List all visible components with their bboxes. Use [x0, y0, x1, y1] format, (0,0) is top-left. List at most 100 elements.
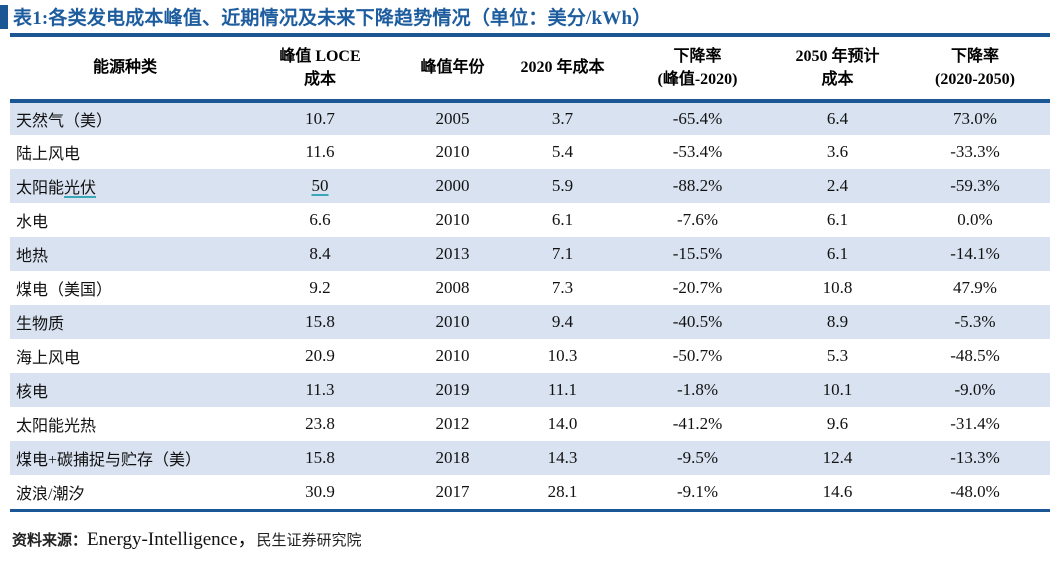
teal-underlined-text: 光伏	[64, 180, 97, 197]
value-cell: -7.6%	[676, 210, 719, 229]
divider-top	[10, 33, 1050, 37]
value-cell: -59.3%	[950, 176, 1000, 195]
value-cell: -48.5%	[950, 346, 1000, 365]
energy-type-cell: 煤电（美国）	[16, 282, 113, 299]
value-cell: 2010	[435, 142, 470, 161]
value-cell: 23.8	[305, 414, 335, 433]
energy-type-cell: 海上风电	[16, 350, 81, 367]
value-cell: 7.3	[551, 278, 574, 297]
table-row: 水电 6.6 2010 6.1 -7.6% 6.1 0.0%	[10, 203, 1050, 237]
value-cell: 14.3	[547, 448, 578, 467]
energy-type-cell: 天然气（美）	[16, 113, 113, 130]
value-cell: 2012	[435, 414, 470, 433]
value-cell: 5.9	[551, 176, 574, 195]
table-row: 太阳能光热 23.8 2012 14.0 -41.2% 9.6 -31.4%	[10, 407, 1050, 441]
value-cell: -15.5%	[672, 244, 723, 263]
value-cell: 11.6	[305, 142, 335, 161]
table-title: 表1:各类发电成本峰值、近期情况及未来下降趋势情况（单位：美分/kWh）	[13, 8, 652, 29]
value-cell: 6.1	[826, 244, 849, 263]
value-cell: 15.8	[305, 448, 335, 467]
energy-type-cell: 陆上风电	[16, 146, 81, 163]
table-header: 能源种类 峰值 LOCE 成本 峰值年份 2020 年成本 下降率 (峰值-2020) 205…	[10, 37, 1050, 101]
value-cell: 14.6	[822, 482, 853, 501]
value-cell: 9.2	[309, 278, 331, 297]
table-header-row: 能源种类 峰值 LOCE 成本 峰值年份 2020 年成本 下降率 (峰值-2020) 205…	[10, 37, 1050, 101]
value-cell: 10.8	[822, 278, 853, 297]
value-cell: -53.4%	[672, 142, 723, 161]
teal-underlined-text: 50	[311, 176, 329, 195]
value-cell: -65.4%	[672, 109, 723, 128]
value-cell: 9.6	[826, 414, 849, 433]
table-row: 波浪/潮汐 30.9 2017 28.1 -9.1% 14.6 -48.0%	[10, 475, 1050, 509]
table-title-bar: 表1:各类发电成本峰值、近期情况及未来下降趋势情况（单位：美分/kWh）	[0, 0, 1061, 33]
value-cell: -31.4%	[950, 414, 1000, 433]
value-cell: -40.5%	[672, 312, 723, 331]
table-row: 天然气（美） 10.7 2005 3.7 -65.4% 6.4 73.0%	[10, 101, 1050, 135]
value-cell: 20.9	[305, 346, 335, 365]
value-cell: 6.1	[551, 210, 574, 229]
value-cell: 8.9	[826, 312, 849, 331]
value-cell: 30.9	[305, 482, 335, 501]
value-cell: 10.7	[305, 109, 335, 128]
value-cell: 2017	[435, 482, 470, 501]
value-cell: 10.3	[547, 346, 578, 365]
value-cell: 6.1	[826, 210, 849, 229]
source-name-en: Energy-Intelligence，	[87, 529, 257, 550]
value-cell: -9.0%	[954, 380, 996, 399]
value-cell: 50	[240, 169, 400, 203]
value-cell: -14.1%	[950, 244, 1000, 263]
value-cell: 73.0%	[953, 109, 997, 128]
value-cell: 47.9%	[953, 278, 997, 297]
column-header-5: 2050 年预计 成本	[795, 47, 880, 88]
value-cell: 15.8	[305, 312, 335, 331]
energy-type-cell: 水电	[16, 214, 49, 231]
value-cell: 3.7	[551, 109, 574, 128]
value-cell: 0.0%	[957, 210, 993, 229]
generation-cost-table: 能源种类 峰值 LOCE 成本 峰值年份 2020 年成本 下降率 (峰值-2020) 205…	[10, 37, 1050, 509]
value-cell: 5.4	[551, 142, 574, 161]
value-cell: -20.7%	[672, 278, 723, 297]
column-header-1: 峰值 LOCE 成本	[279, 47, 361, 88]
table-row: 煤电+碳捕捉与贮存（美） 15.8 2018 14.3 -9.5% 12.4 -13.3%	[10, 441, 1050, 475]
value-cell: -41.2%	[672, 414, 723, 433]
table-row: 地热 8.4 2013 7.1 -15.5% 6.1 -14.1%	[10, 237, 1050, 271]
energy-type-cell: 生物质	[16, 316, 65, 333]
value-cell: 2010	[435, 346, 470, 365]
value-cell: 11.1	[547, 380, 578, 399]
value-cell: 28.1	[547, 482, 578, 501]
table-row: 煤电（美国） 9.2 2008 7.3 -20.7% 10.8 47.9%	[10, 271, 1050, 305]
value-cell: 5.3	[826, 346, 849, 365]
value-cell: 2000	[435, 176, 470, 195]
value-cell: 7.1	[551, 244, 574, 263]
source-name-cn: 民生证券研究院	[256, 533, 362, 549]
column-header-2: 峰值年份	[420, 59, 485, 77]
value-cell: -1.8%	[676, 380, 719, 399]
value-cell: -13.3%	[950, 448, 1000, 467]
column-header-0: 能源种类	[92, 59, 157, 77]
table-row: 生物质 15.8 2010 9.4 -40.5% 8.9 -5.3%	[10, 305, 1050, 339]
value-cell: 14.0	[547, 414, 578, 433]
divider-bottom	[10, 509, 1050, 512]
source-line: 资料来源： Energy-Intelligence， 民生证券研究院	[12, 524, 1061, 551]
energy-type-cell: 太阳能光热	[16, 418, 97, 435]
value-cell: 2019	[435, 380, 470, 399]
energy-type-cell: 核电	[16, 384, 49, 401]
value-cell: 2018	[435, 448, 470, 467]
value-cell: 9.4	[551, 312, 574, 331]
value-cell: 6.4	[826, 109, 849, 128]
value-cell: 2013	[435, 244, 470, 263]
energy-type-cell: 地热	[16, 248, 49, 265]
value-cell: 2005	[435, 109, 470, 128]
value-cell: 6.6	[309, 210, 331, 229]
value-cell: -50.7%	[672, 346, 723, 365]
column-header-3: 2020 年成本	[520, 59, 605, 77]
value-cell: 2010	[435, 312, 470, 331]
value-cell: -48.0%	[950, 482, 1000, 501]
value-cell: -88.2%	[672, 176, 723, 195]
value-cell: 10.1	[822, 380, 853, 399]
value-cell: 3.6	[826, 142, 849, 161]
table-body: 天然气（美） 10.7 2005 3.7 -65.4% 6.4 73.0% 陆上风电 11.6 2…	[10, 101, 1050, 509]
table-row: 陆上风电 11.6 2010 5.4 -53.4% 3.6 -33.3%	[10, 135, 1050, 169]
value-cell: -33.3%	[950, 142, 1000, 161]
